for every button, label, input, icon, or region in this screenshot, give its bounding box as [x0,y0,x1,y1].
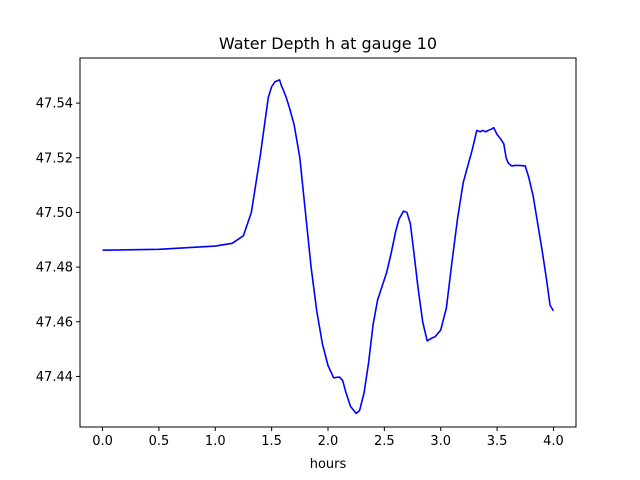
y-axis: 47.44 47.46 47.48 47.50 47.52 47.54 [36,97,80,385]
x-tick-label: 1.0 [205,434,226,449]
x-tick-label: 0.0 [92,434,113,449]
x-tick-label: 2.0 [318,434,339,449]
x-tick-label: 0.5 [149,434,170,449]
x-tick-label: 4.0 [543,434,564,449]
chart-title: Water Depth h at gauge 10 [219,34,437,53]
y-tick-label: 47.54 [36,97,73,112]
y-tick-label: 47.46 [36,315,73,330]
x-tick-label: 1.5 [261,434,282,449]
y-tick-label: 47.52 [36,151,73,166]
x-axis: 0.0 0.5 1.0 1.5 2.0 2.5 3.0 3.5 4.0 [92,427,564,449]
series-line-0 [102,79,555,415]
y-tick-label: 47.50 [36,206,73,221]
y-tick-label: 47.48 [36,261,73,276]
x-axis-label: hours [310,457,347,472]
plot-area [102,79,555,415]
x-tick-label: 3.5 [487,434,508,449]
x-tick-label: 3.0 [430,434,451,449]
y-tick-label: 47.44 [36,370,73,385]
x-tick-label: 2.5 [374,434,395,449]
plot-frame [79,57,577,428]
